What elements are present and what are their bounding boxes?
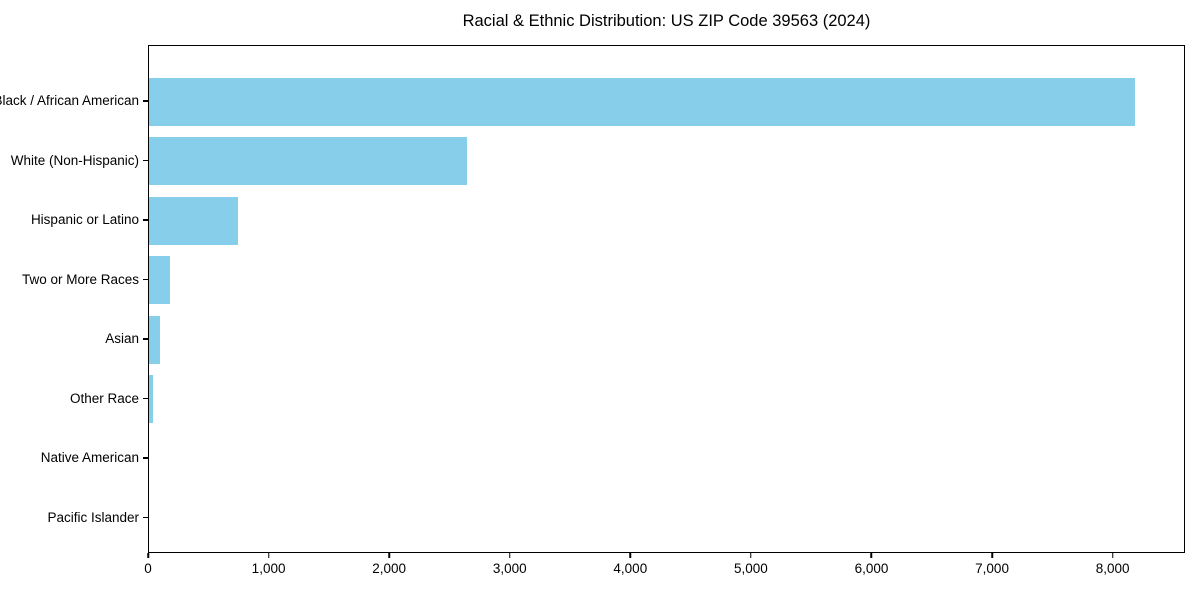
y-tick-label: Two or More Races (21, 271, 139, 287)
bar-row-black-african-american (149, 72, 1184, 132)
y-tick-row-hispanic-or-latino: Hispanic or Latino (0, 190, 148, 250)
y-tick-label: Other Race (69, 390, 139, 406)
x-tick-label: 6,000 (854, 561, 889, 576)
y-tick-row-other-race: Other Race (0, 369, 148, 429)
x-tick-mark (629, 553, 632, 558)
x-tick-mark (1111, 553, 1114, 558)
bar-row-white-non-hispanic (149, 132, 1184, 192)
x-tick-label: 4,000 (613, 561, 648, 576)
x-tick-mark (147, 553, 149, 558)
bar-black-african-american (149, 77, 1135, 126)
x-tick-label: 7,000 (975, 561, 1009, 576)
y-tick-label: Asian (105, 331, 139, 347)
y-tick-row-black-african-american: Black / African American (0, 71, 148, 131)
bar-series (149, 72, 1184, 548)
bar-row-other-race (149, 370, 1184, 430)
y-tick-row-pacific-islander: Pacific Islander (0, 488, 148, 548)
y-tick-mark (143, 219, 148, 221)
x-tick-mark (508, 553, 511, 558)
y-tick-label: Pacific Islander (47, 509, 139, 525)
x-tick-mark (870, 553, 873, 558)
bar-asian (149, 315, 161, 364)
y-tick-row-native-american: Native American (0, 428, 148, 488)
bar-two-or-more-races (149, 256, 171, 305)
bar-row-pacific-islander (149, 489, 1184, 549)
bar-row-asian (149, 310, 1184, 370)
y-axis: Black / African American White (Non-Hispa… (0, 45, 148, 553)
chart-title: Racial & Ethnic Distribution: US ZIP Cod… (462, 12, 871, 30)
y-tick-row-two-or-more-races: Two or More Races (0, 250, 148, 310)
y-axis-labels: Black / African American White (Non-Hispa… (0, 71, 148, 547)
x-tick-mark (388, 553, 390, 558)
y-tick-row-white-non-hispanic: White (Non-Hispanic) (0, 131, 148, 191)
x-tick-mark (267, 553, 270, 558)
bar-other-race (149, 375, 154, 424)
bar-row-hispanic-or-latino (149, 191, 1184, 251)
x-axis: 0 1,000 2,000 3,000 4,000 5,000 6,000 7,000 8,00… (144, 553, 1185, 583)
y-tick-mark (143, 457, 148, 459)
y-tick-mark (143, 516, 148, 518)
y-tick-row-asian: Asian (0, 309, 148, 369)
y-tick-mark (143, 100, 148, 102)
y-tick-label: Hispanic or Latino (30, 212, 139, 228)
x-tick-mark (750, 553, 752, 558)
bar-row-two-or-more-races (149, 251, 1184, 311)
x-tick-label: 0 (144, 561, 152, 576)
y-tick-mark (143, 397, 148, 399)
y-tick-mark (143, 338, 148, 340)
y-tick-label: Black / African American (0, 93, 139, 109)
y-tick-mark (143, 278, 148, 280)
y-tick-label: White (Non-Hispanic) (10, 152, 139, 168)
bar-hispanic-or-latino (149, 196, 239, 245)
x-tick-label: 3,000 (492, 561, 527, 576)
y-tick-mark (143, 159, 148, 161)
bar-white-non-hispanic (149, 137, 467, 186)
x-tick-label: 1,000 (251, 561, 286, 576)
x-tick-label: 2,000 (372, 561, 407, 576)
x-tick-label: 8,000 (1095, 561, 1130, 576)
x-tick-label: 5,000 (734, 561, 768, 576)
plot-area (148, 45, 1185, 553)
x-tick-mark (991, 553, 993, 558)
bar-row-native-american (149, 429, 1184, 489)
y-tick-label: Native American (40, 450, 139, 466)
